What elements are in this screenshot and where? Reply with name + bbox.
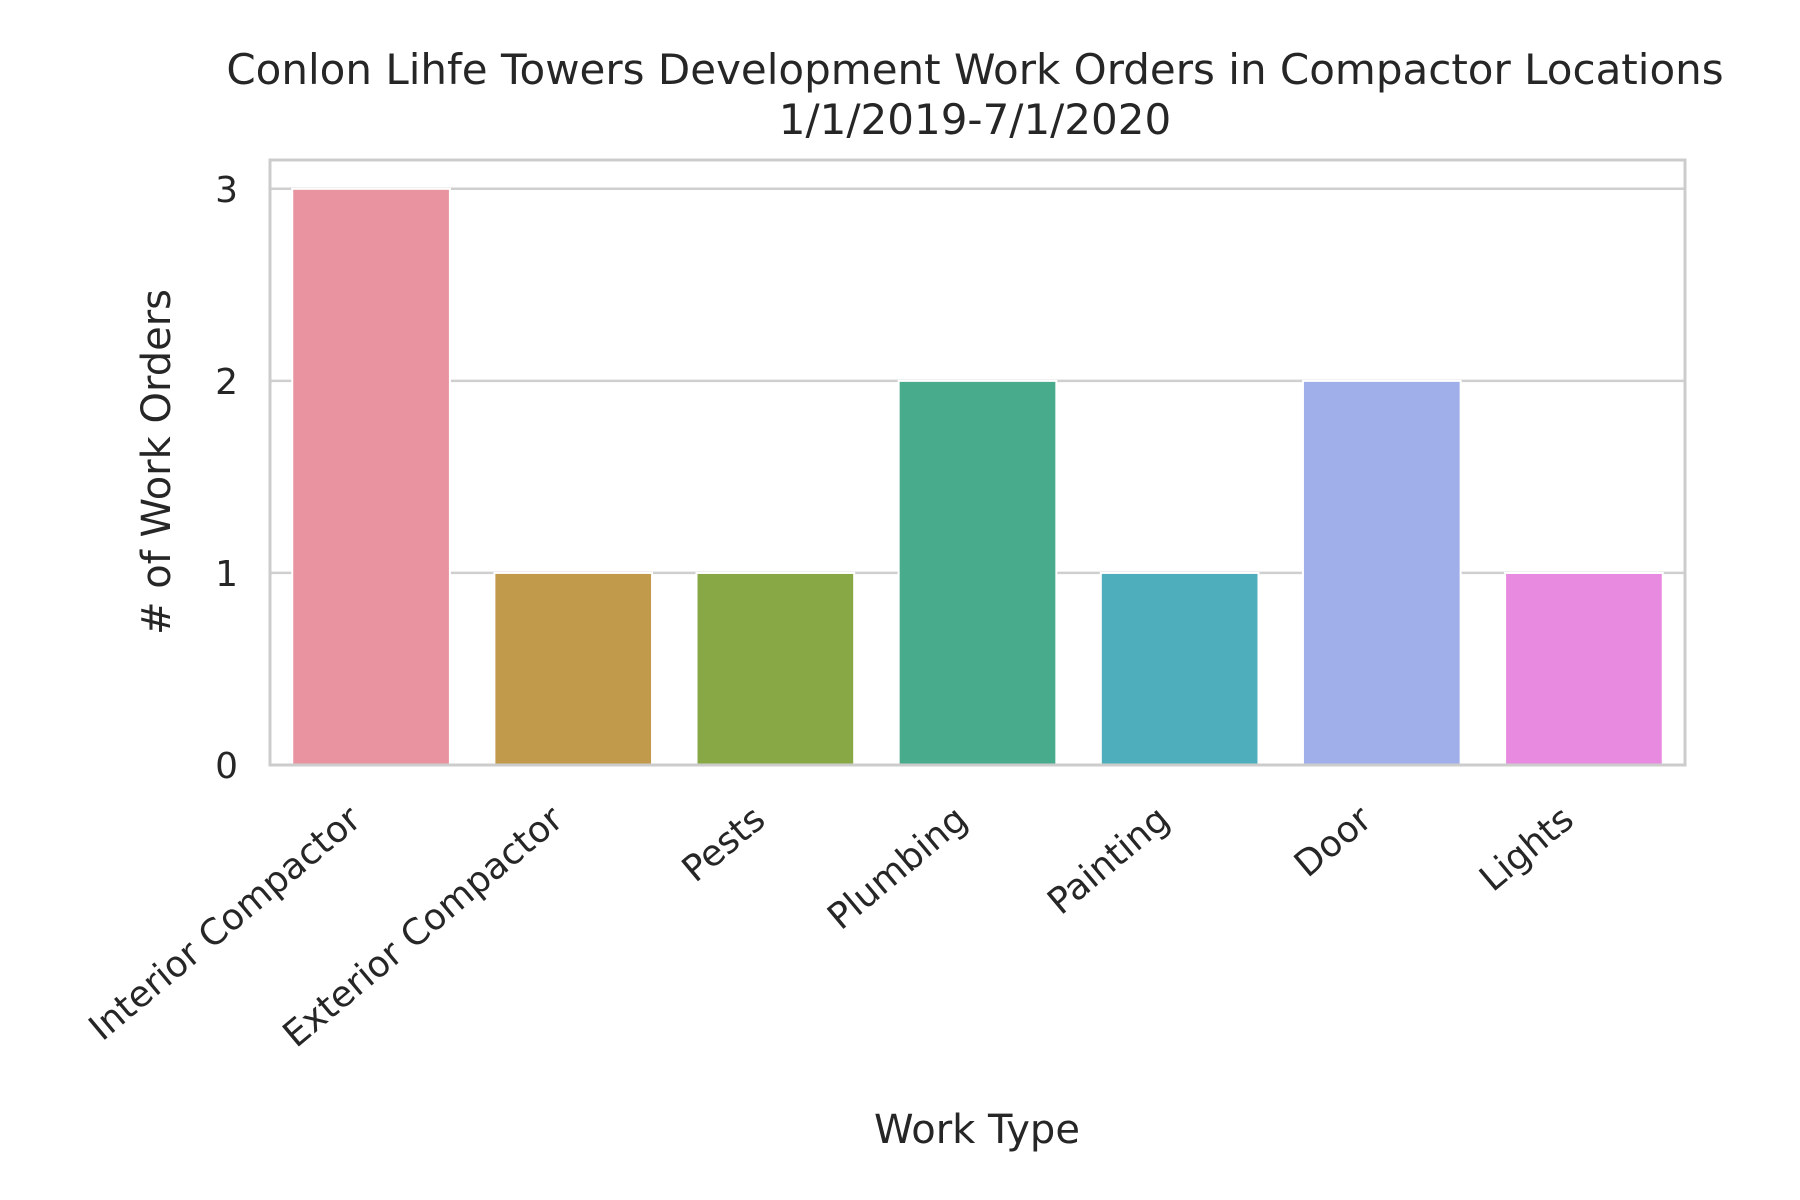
- bars: [291, 187, 1664, 767]
- x-tick-label: Lights: [1472, 798, 1582, 899]
- bar-door: [1301, 379, 1462, 766]
- bar-plumbing: [897, 379, 1058, 766]
- chart-title: Conlon Lihfe Towers Development Work Ord…: [226, 45, 1723, 94]
- bar-pests: [695, 571, 856, 767]
- y-axis-label: # of Work Orders: [134, 289, 180, 635]
- bar-interior-compactor: [291, 187, 451, 767]
- bar-lights: [1504, 571, 1664, 767]
- x-tick-label: Door: [1287, 798, 1380, 885]
- bar-painting: [1099, 571, 1260, 767]
- bar-exterior-compactor: [493, 571, 654, 767]
- y-tick-label: 0: [215, 746, 238, 787]
- chart-subtitle: 1/1/2019-7/1/2020: [779, 95, 1171, 144]
- y-tick-label: 1: [215, 554, 238, 595]
- x-tick-label: Painting: [1040, 798, 1177, 922]
- y-tick-label: 3: [215, 170, 238, 211]
- x-tick-label: Pests: [675, 798, 774, 890]
- plot-frame: [268, 158, 1687, 767]
- y-tick-label: 2: [215, 362, 238, 403]
- x-axis-label: Work Type: [874, 1107, 1080, 1153]
- y-tick-labels: 0 1 2 3: [215, 170, 238, 787]
- x-tick-label: Plumbing: [820, 798, 975, 937]
